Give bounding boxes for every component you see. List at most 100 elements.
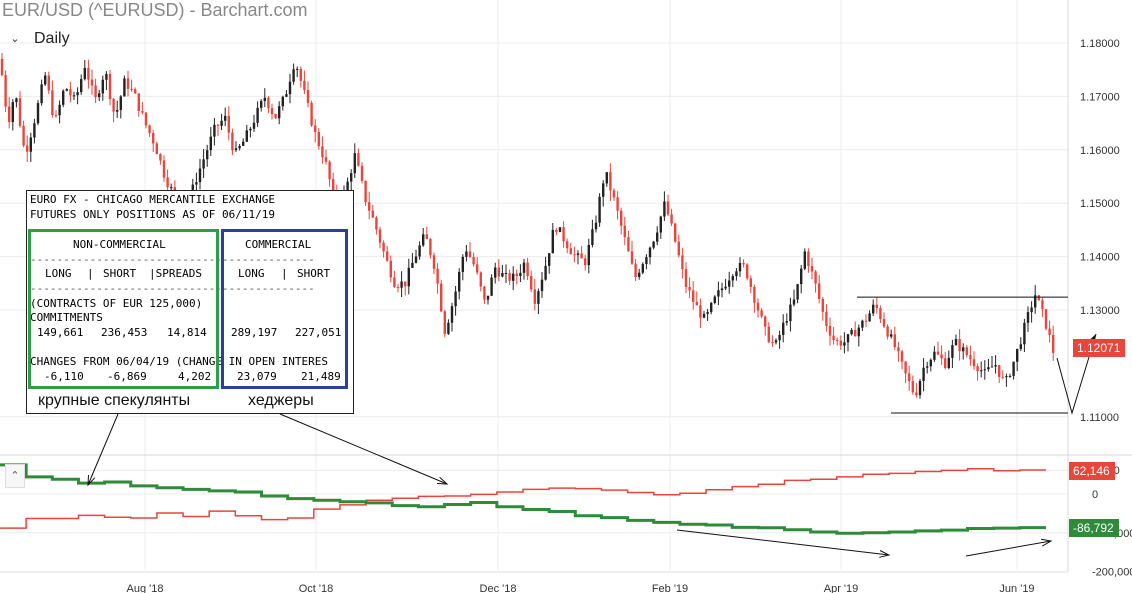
candle-body: [587, 244, 590, 266]
candle-body: [317, 131, 320, 147]
support-resistance-lines: [857, 296, 1097, 415]
candle-body: [537, 291, 540, 304]
period-selector[interactable]: Daily: [34, 30, 70, 47]
candle-body: [922, 367, 925, 382]
arrow-speculators-head: [87, 474, 96, 487]
candle-body: [411, 262, 414, 268]
candle-body: [602, 183, 605, 197]
candle-body: [72, 95, 76, 97]
candle-body: [245, 130, 248, 142]
candle-body: [159, 154, 162, 161]
noncommercial-highlight-box: [28, 229, 219, 389]
candle-body: [868, 313, 871, 322]
candle-body: [821, 298, 824, 312]
candle-body: [800, 268, 803, 285]
candle-body: [648, 247, 652, 258]
candle-body: [166, 177, 169, 188]
candle-body: [717, 290, 720, 297]
price-tick-label: 1.15000: [1080, 198, 1120, 210]
price-tick-label: 1.14000: [1080, 252, 1120, 264]
ch-nc-long-value: -6,110: [44, 370, 84, 383]
candle-body: [472, 257, 475, 265]
candle-body: [155, 143, 158, 155]
candle-body: [220, 120, 223, 126]
price-tick-label: 1.11000: [1080, 412, 1119, 424]
candle-body: [80, 79, 83, 93]
candle-body: [296, 68, 299, 70]
ch-c-short-value: 21,489: [301, 370, 341, 383]
candle-body: [479, 272, 482, 287]
candle-body: [749, 278, 752, 287]
candle-body: [224, 115, 227, 121]
candle-body: [328, 161, 331, 180]
cot-divider-1: ----------------------------------------…: [30, 253, 315, 266]
candle-body: [101, 79, 104, 94]
candle-body: [18, 98, 22, 126]
candle-body: [908, 373, 911, 382]
candle-body: [350, 173, 353, 182]
candle-body: [850, 329, 853, 335]
candle-body: [90, 79, 94, 86]
col-spreads: |SPREADS: [149, 267, 202, 280]
candle-body: [375, 217, 378, 230]
arrow-commercial-rise: [965, 540, 1052, 557]
col-short: SHORT: [103, 267, 137, 280]
candle-body: [983, 369, 986, 371]
candle-body: [407, 267, 410, 287]
candle-body: [306, 90, 310, 103]
commercial-last-tag: -86,792: [1069, 519, 1119, 537]
candle-body: [947, 357, 950, 369]
candle-body: [443, 311, 446, 334]
candle-body: [418, 245, 421, 257]
col-short-2: SHORT: [297, 267, 331, 280]
candle-body: [695, 301, 698, 306]
candle-body: [710, 302, 713, 313]
candle-body: [454, 291, 457, 307]
candle-body: [321, 146, 324, 158]
candle-body: [1019, 344, 1022, 349]
projection-zigzag: [1056, 333, 1097, 415]
candle-body: [227, 115, 230, 133]
date-tick-label: Feb '19: [652, 583, 688, 593]
candle-body: [861, 320, 864, 328]
candle-body: [216, 124, 220, 126]
candle-body: [857, 327, 860, 337]
candle-body: [789, 304, 792, 322]
candle-body: [4, 75, 7, 107]
candle-body: [609, 172, 612, 191]
candle-body: [706, 312, 709, 314]
candle-body: [44, 75, 47, 85]
candle-body: [958, 339, 961, 352]
price-tick-label: 1.16000: [1080, 145, 1120, 157]
candle-body: [116, 110, 119, 112]
candle-body: [825, 311, 828, 326]
candle-body: [882, 319, 886, 327]
nc-long-value: 149,661: [37, 326, 84, 339]
candle-body: [0, 59, 4, 76]
candle-body: [605, 172, 608, 184]
candle-body: [746, 264, 749, 279]
candle-body: [551, 230, 554, 254]
candle-body: [1048, 328, 1051, 335]
candle-body: [774, 340, 778, 343]
changes-line: CHANGES FROM 06/04/19 (CHANGE IN OPEN IN…: [30, 355, 329, 368]
candle-body: [724, 286, 727, 289]
candle-body: [836, 340, 839, 342]
ch-c-long-value: 23,079: [237, 370, 277, 383]
candle-body: [803, 251, 806, 269]
candle-body: [285, 94, 288, 97]
candle-body: [652, 241, 655, 248]
candle-body: [555, 230, 558, 232]
candle-body: [569, 248, 572, 255]
chevron-down-icon[interactable]: ⌄: [10, 33, 20, 45]
chevron-up-icon[interactable]: ⌃: [5, 464, 25, 488]
candle-body: [486, 295, 490, 300]
candle-body: [940, 354, 943, 359]
candle-body: [713, 296, 716, 303]
candle-body: [288, 81, 292, 95]
candle-body: [51, 90, 54, 116]
candle-body: [540, 279, 544, 292]
candle-body: [879, 308, 882, 320]
candle-body: [854, 329, 857, 337]
candle-body: [756, 302, 760, 311]
